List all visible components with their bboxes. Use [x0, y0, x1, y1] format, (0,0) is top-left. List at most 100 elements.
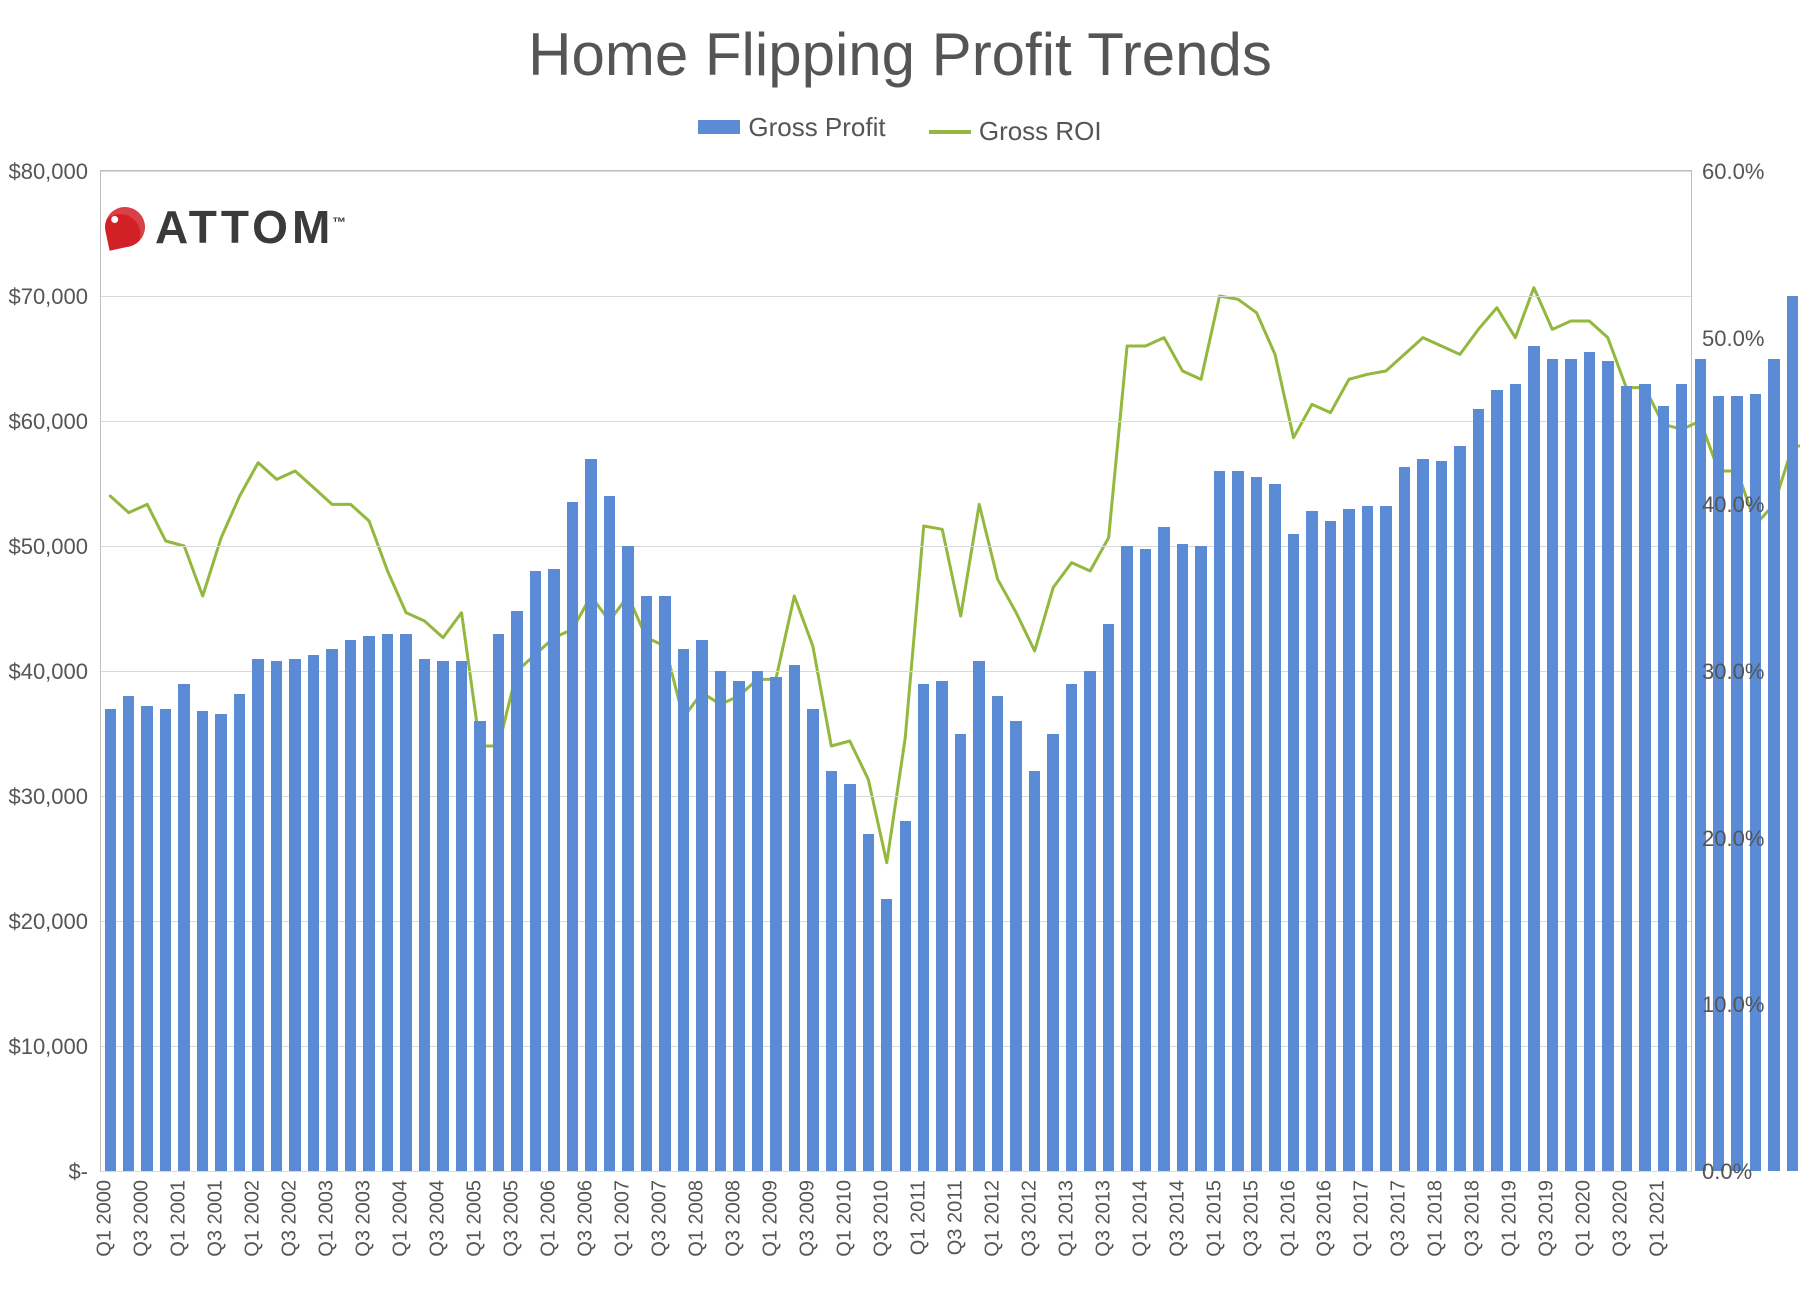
bar: [1343, 509, 1354, 1172]
x-tick-label: Q1 2004: [390, 1180, 413, 1290]
bar: [826, 771, 837, 1171]
bar: [844, 784, 855, 1172]
bar: [363, 636, 374, 1171]
legend-label-bar: Gross Profit: [748, 112, 885, 143]
chart-container: Home Flipping Profit Trends Gross Profit…: [0, 0, 1800, 1308]
bar: [271, 661, 282, 1171]
bar: [1195, 546, 1206, 1171]
bar: [955, 734, 966, 1172]
x-tick-label: Q3 2010: [870, 1180, 893, 1290]
bar: [141, 706, 152, 1171]
x-tick-label: Q3 2001: [205, 1180, 228, 1290]
gridline-left: [101, 921, 1691, 922]
x-tick-label: Q3 2012: [1018, 1180, 1041, 1290]
x-tick-label: Q1 2008: [685, 1180, 708, 1290]
bar: [752, 671, 763, 1171]
bar: [1602, 361, 1613, 1171]
y-right-tick-label: 40.0%: [1702, 492, 1764, 518]
x-tick-label: Q1 2014: [1129, 1180, 1152, 1290]
x-tick-label: Q3 2003: [353, 1180, 376, 1290]
gridline-left: [101, 421, 1691, 422]
bar: [160, 709, 171, 1172]
bar: [474, 721, 485, 1171]
x-tick-label: Q3 2007: [648, 1180, 671, 1290]
y-left-tick-label: $30,000: [0, 784, 88, 810]
bar: [252, 659, 263, 1172]
x-tick-label: Q3 2005: [500, 1180, 523, 1290]
chart-title: Home Flipping Profit Trends: [0, 20, 1800, 89]
bar: [1362, 506, 1373, 1171]
x-tick-label: Q3 2011: [944, 1180, 967, 1290]
x-tick-label: Q1 2001: [168, 1180, 191, 1290]
x-tick-label: Q1 2007: [611, 1180, 634, 1290]
x-tick-label: Q1 2013: [1055, 1180, 1078, 1290]
bar: [881, 899, 892, 1172]
gridline-left: [101, 171, 1691, 172]
bar: [197, 711, 208, 1171]
y-right-tick-label: 10.0%: [1702, 992, 1764, 1018]
y-left-tick-label: $10,000: [0, 1034, 88, 1060]
x-tick-label: Q3 2000: [131, 1180, 154, 1290]
x-tick-label: Q1 2019: [1499, 1180, 1522, 1290]
x-tick-label: Q3 2004: [427, 1180, 450, 1290]
y-left-tick-label: $50,000: [0, 534, 88, 560]
x-tick-label: Q3 2014: [1166, 1180, 1189, 1290]
y-left-tick-label: $70,000: [0, 284, 88, 310]
gridline-left: [101, 296, 1691, 297]
x-tick-label: Q1 2018: [1425, 1180, 1448, 1290]
bar: [400, 634, 411, 1172]
y-left-tick-label: $40,000: [0, 659, 88, 685]
bar: [1639, 384, 1650, 1172]
bar: [1010, 721, 1021, 1171]
x-tick-label: Q3 2015: [1240, 1180, 1263, 1290]
y-right-tick-label: 20.0%: [1702, 826, 1764, 852]
bar: [1140, 549, 1151, 1172]
bar: [863, 834, 874, 1172]
legend-swatch-line: [929, 130, 971, 134]
bar: [1029, 771, 1040, 1171]
bar: [1084, 671, 1095, 1171]
bar: [641, 596, 652, 1171]
bar: [1251, 477, 1262, 1171]
bar: [345, 640, 356, 1171]
bar: [123, 696, 134, 1171]
bar: [1380, 506, 1391, 1171]
x-tick-label: Q1 2016: [1277, 1180, 1300, 1290]
x-tick-label: Q1 2017: [1351, 1180, 1374, 1290]
gridline-left: [101, 796, 1691, 797]
bar: [585, 459, 596, 1172]
y-right-tick-label: 60.0%: [1702, 159, 1764, 185]
bar: [1121, 546, 1132, 1171]
bar: [1621, 386, 1632, 1171]
bar: [1436, 461, 1447, 1171]
bar: [1676, 384, 1687, 1172]
bar: [789, 665, 800, 1171]
bar: [1177, 544, 1188, 1172]
bar: [1584, 352, 1595, 1171]
x-tick-label: Q3 2006: [574, 1180, 597, 1290]
bar: [696, 640, 707, 1171]
bar: [105, 709, 116, 1172]
bar: [1288, 534, 1299, 1172]
x-tick-label: Q3 2008: [722, 1180, 745, 1290]
bar: [733, 681, 744, 1171]
x-tick-label: Q1 2010: [833, 1180, 856, 1290]
x-tick-label: Q1 2021: [1647, 1180, 1670, 1290]
bar: [1066, 684, 1077, 1172]
bar: [382, 634, 393, 1172]
bar: [1325, 521, 1336, 1171]
y-right-tick-label: 0.0%: [1702, 1159, 1752, 1185]
bar: [1565, 359, 1576, 1172]
bar: [770, 677, 781, 1171]
x-tick-label: Q3 2016: [1314, 1180, 1337, 1290]
bar: [1103, 624, 1114, 1172]
bar: [1695, 359, 1706, 1172]
legend-item-bar: Gross Profit: [698, 112, 885, 143]
bar: [1658, 406, 1669, 1171]
chart-legend: Gross Profit Gross ROI: [0, 110, 1800, 147]
x-tick-label: Q1 2015: [1203, 1180, 1226, 1290]
bar: [604, 496, 615, 1171]
bar: [992, 696, 1003, 1171]
bar: [308, 655, 319, 1171]
y-left-tick-label: $60,000: [0, 409, 88, 435]
